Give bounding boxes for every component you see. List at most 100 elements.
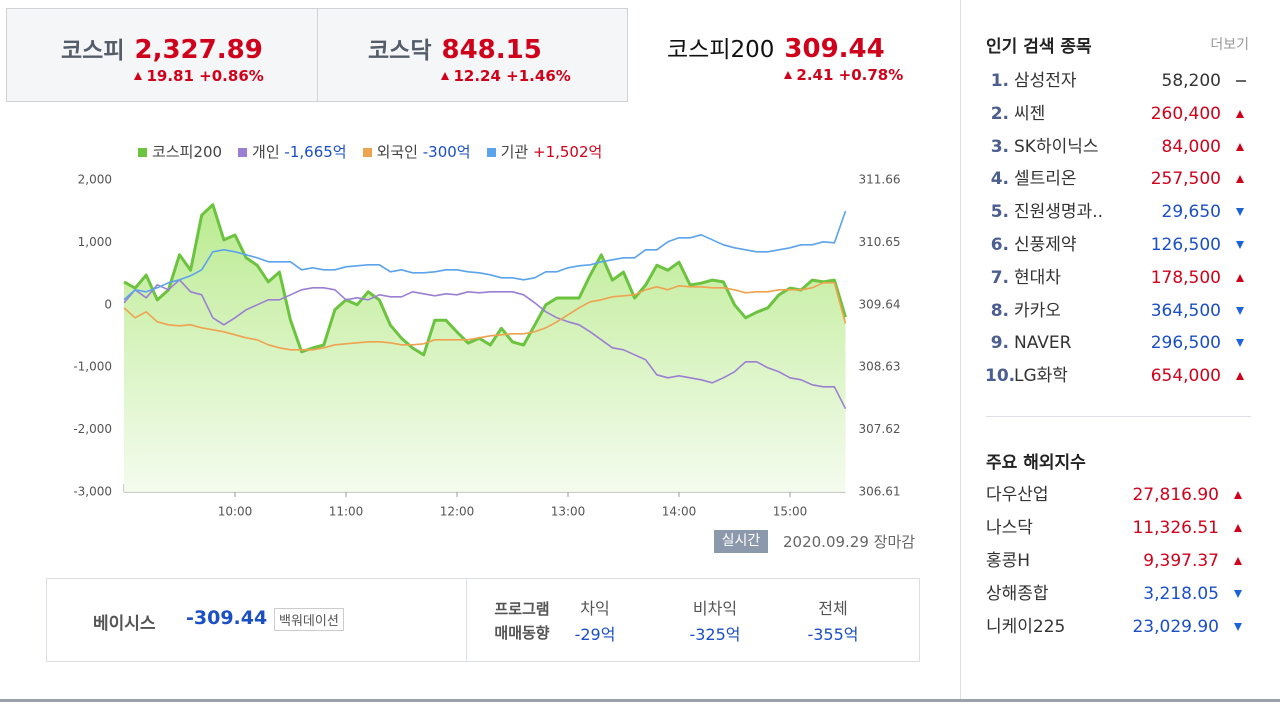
rank: 7. xyxy=(990,267,1009,288)
popular-item[interactable]: 8. 카카오 364,500 xyxy=(961,299,1280,323)
stock-name: 진원생명과.. xyxy=(1014,202,1104,223)
program-column: 전체 -355억 xyxy=(788,597,878,649)
y-tick-label: -3,000 xyxy=(73,485,112,499)
program-label-line: 매매동향 xyxy=(494,624,550,642)
y-tick-label: 0 xyxy=(104,297,112,311)
popular-item[interactable]: 7. 현대차 178,500 xyxy=(961,266,1280,290)
overseas-item[interactable]: 상해종합 3,218.05 xyxy=(961,582,1280,606)
area xyxy=(124,204,846,492)
tab-change: 12.24 +1.46% xyxy=(441,67,571,85)
program-column-label: 전체 xyxy=(818,599,848,618)
change: 12.24 xyxy=(453,67,501,85)
program-column-label: 차익 xyxy=(580,599,610,618)
popular-item[interactable]: 3. SK하이닉스 84,000 xyxy=(961,135,1280,159)
rank: 3. xyxy=(990,136,1009,157)
y-tick-label: -2,000 xyxy=(73,422,112,436)
stock-name: NAVER xyxy=(1014,333,1072,354)
popular-item[interactable]: 2. 씨젠 260,400 xyxy=(961,102,1280,126)
rate: +1.46% xyxy=(506,67,571,85)
x-tick-label: 11:00 xyxy=(329,505,364,519)
divider xyxy=(986,416,1251,417)
y2-tick-label: 306.61 xyxy=(859,485,901,499)
realtime-badge: 실시간 xyxy=(714,530,768,553)
icon-shape xyxy=(1236,306,1244,315)
change: 2.41 xyxy=(796,66,834,84)
down-icon xyxy=(1236,233,1244,257)
x-tick-label: 15:00 xyxy=(773,505,808,519)
y2-tick-label: 311.66 xyxy=(859,173,901,187)
up-icon xyxy=(1236,135,1248,159)
overseas-item[interactable]: 니케이225 23,029.90 xyxy=(961,615,1280,639)
icon-shape xyxy=(1234,524,1242,532)
popular-item[interactable]: 6. 신풍제약 126,500 xyxy=(961,233,1280,257)
y2-tick-label: 310.65 xyxy=(859,235,901,249)
rank: 2. xyxy=(990,103,1009,124)
stock-name: 카카오 xyxy=(1014,300,1061,321)
index-tab[interactable]: 코스피200 309.44 2.41 +0.78% xyxy=(628,8,960,102)
y-tick-label: 1,000 xyxy=(78,235,112,249)
tab-name: 코스피 xyxy=(61,38,125,64)
icon-shape xyxy=(1234,491,1242,499)
rank: 9. xyxy=(990,333,1009,354)
tab-value: 309.44 xyxy=(784,34,885,64)
popular-item[interactable]: 5. 진원생명과.. 29,650 xyxy=(961,200,1280,224)
overseas-item[interactable]: 나스닥 11,326.51 xyxy=(961,516,1280,540)
tab-name: 코스닥 xyxy=(368,38,432,64)
popular-title: 인기 검색 종목 xyxy=(986,37,1092,57)
index-value: 3,218.05 xyxy=(1143,584,1219,604)
rank: 8. xyxy=(990,300,1009,321)
program-column-label: 비차익 xyxy=(692,599,738,618)
basis-label: 베이시스 xyxy=(93,614,156,634)
up-icon xyxy=(1234,549,1246,573)
index-tab[interactable]: 코스피 2,327.89 19.81 +0.86% xyxy=(6,8,318,102)
y2-tick-label: 309.64 xyxy=(859,297,901,311)
more-link[interactable]: 더보기 xyxy=(1210,37,1249,53)
stock-name: 씨젠 xyxy=(1014,103,1046,124)
line xyxy=(123,282,847,351)
stock-price: 364,500 xyxy=(1150,300,1221,321)
tab-value: 848.15 xyxy=(441,35,542,65)
legend-item: 외국인 -300억 xyxy=(362,141,471,162)
stock-price: 654,000 xyxy=(1150,366,1221,387)
legend-swatch xyxy=(138,148,147,157)
stock-price: 58,200 xyxy=(1161,71,1221,91)
overseas-item[interactable]: 다우산업 27,816.90 xyxy=(961,483,1280,507)
down-icon xyxy=(1236,200,1244,224)
down-icon xyxy=(1234,615,1242,639)
up-icon xyxy=(1234,483,1246,507)
legend-label: 외국인 xyxy=(376,143,418,161)
market-state: 장마감 xyxy=(873,533,916,551)
popular-item[interactable]: 9. NAVER 296,500 xyxy=(961,331,1280,355)
bottom-border xyxy=(0,699,1280,702)
program-column-value: -355억 xyxy=(807,625,859,644)
stock-price: 126,500 xyxy=(1150,235,1221,255)
stock-name: 현대차 xyxy=(1014,267,1061,288)
program-label-line: 프로그램 xyxy=(494,600,550,618)
popular-item[interactable]: 10. LG화학 654,000 xyxy=(961,364,1280,388)
icon-shape xyxy=(1236,175,1244,184)
up-icon xyxy=(1236,364,1248,388)
up-icon xyxy=(1234,516,1246,540)
icon-shape xyxy=(1234,590,1242,598)
popular-item[interactable]: 4. 셀트리온 257,500 xyxy=(961,167,1280,191)
overseas-title: 주요 해외지수 xyxy=(986,453,1086,473)
index-tab[interactable]: 코스닥 848.15 12.24 +1.46% xyxy=(317,8,628,102)
overseas-item[interactable]: 홍콩H 9,397.37 xyxy=(961,549,1280,573)
program-column: 차익 -29억 xyxy=(550,597,640,649)
up-icon xyxy=(1236,102,1248,126)
tab-value: 2,327.89 xyxy=(134,35,263,65)
basis-value: -309.44 xyxy=(186,607,268,629)
down-icon xyxy=(1236,331,1244,355)
index-name: 다우산업 xyxy=(986,485,1049,505)
popular-item[interactable]: 1. 삼성전자 58,200 xyxy=(961,69,1280,93)
legend-swatch xyxy=(362,148,372,157)
icon-shape xyxy=(1234,623,1242,631)
stock-price: 257,500 xyxy=(1150,169,1221,190)
stock-price: 260,400 xyxy=(1150,103,1221,124)
line xyxy=(123,279,847,410)
stock-name: LG화학 xyxy=(1014,366,1068,387)
icon-shape xyxy=(1236,339,1244,348)
date: 2020.09.29 xyxy=(783,533,869,551)
tab-change: 2.41 +0.78% xyxy=(784,66,903,84)
